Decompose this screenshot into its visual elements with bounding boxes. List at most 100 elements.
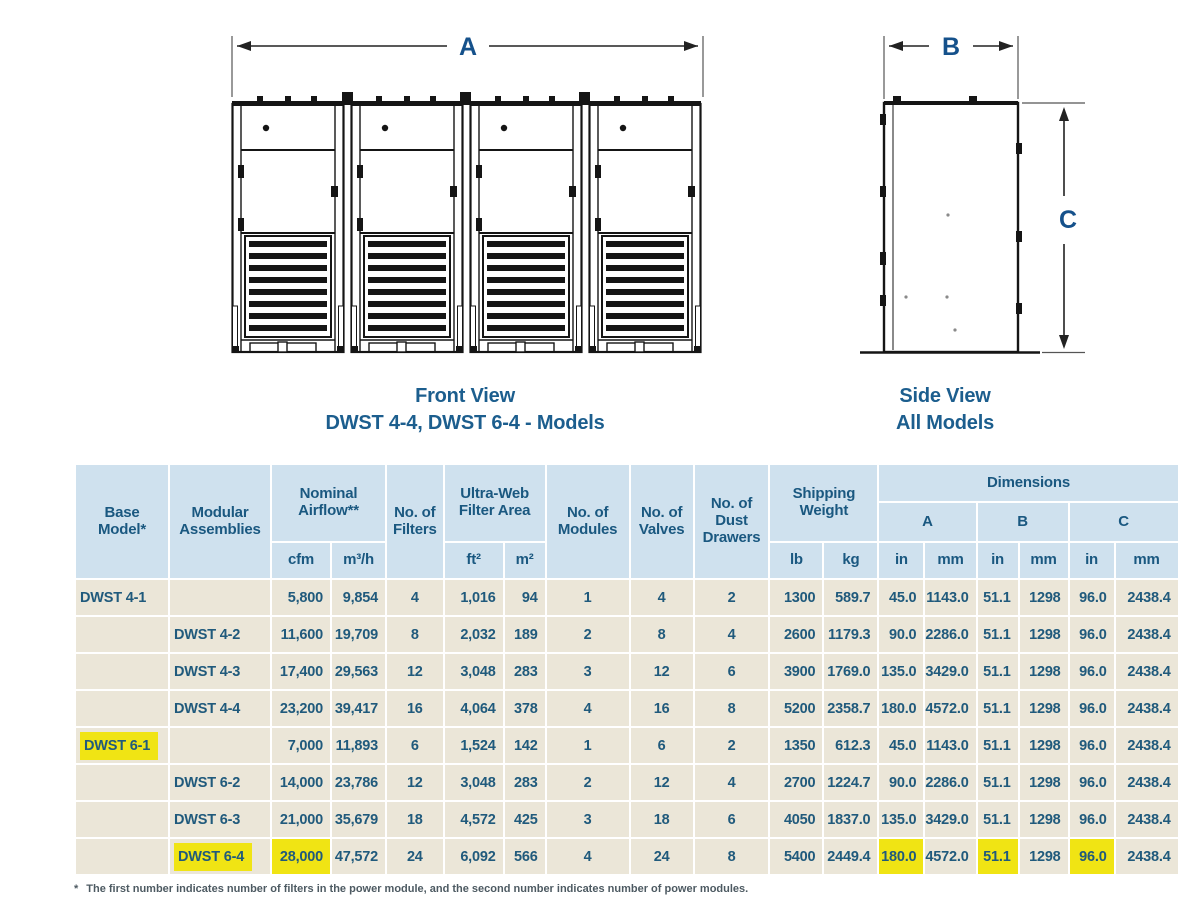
cell-modular_assembly: DWST 6-2 (170, 765, 270, 800)
cell-modules: 1 (546, 580, 629, 615)
cell-modular_assembly (170, 580, 270, 615)
cell-valves: 12 (630, 765, 693, 800)
unit-m2: m² (504, 543, 545, 578)
table-header: Base Model* Modular Assemblies Nominal A… (76, 465, 1178, 578)
header-modular-assemblies: Modular Assemblies (170, 465, 270, 578)
cell-modules: 3 (546, 802, 629, 837)
side-view-caption-line1: Side View (899, 385, 991, 407)
unit-b-in: in (977, 543, 1018, 578)
cell-modules: 1 (546, 728, 629, 763)
cell-weight_kg: 1224.7 (824, 765, 878, 800)
footnote: * The first number indicates number of fi… (74, 883, 748, 895)
cell-dust_drawers: 8 (694, 691, 769, 726)
cell-airflow_cfm: 17,400 (272, 654, 330, 689)
cell-valves: 4 (630, 580, 693, 615)
cell-base_model (76, 802, 168, 837)
cell-a_in: 90.0 (879, 617, 924, 652)
table-body: DWST 4-1 5,800 9,854 4 1,016 94 1 4 2 1300 589.7 45… (76, 580, 1178, 874)
cell-a_mm: 1143.0 (925, 580, 976, 615)
cell-b_mm: 1298 (1019, 839, 1068, 874)
cell-c_mm: 2438.4 (1115, 839, 1178, 874)
cell-valves: 12 (630, 654, 693, 689)
cell-c_in: 96.0 (1069, 617, 1114, 652)
front-view-drawing (230, 92, 703, 354)
cell-base_model (76, 617, 168, 652)
cell-area_ft2: 3,048 (444, 765, 503, 800)
cell-area_m2: 378 (504, 691, 545, 726)
cell-airflow_m3h: 19,709 (332, 617, 385, 652)
cell-weight_lb: 4050 (770, 802, 823, 837)
cell-b_mm: 1298 (1019, 765, 1068, 800)
unit-m3h: m³/h (332, 543, 385, 578)
cell-base_model: DWST 4-1 (76, 580, 168, 615)
cell-area_ft2: 1,524 (444, 728, 503, 763)
cell-weight_kg: 2449.4 (824, 839, 878, 874)
footnote-marker: * (74, 883, 79, 895)
cell-weight_kg: 1179.3 (824, 617, 878, 652)
cell-modules: 2 (546, 765, 629, 800)
unit-kg: kg (824, 543, 878, 578)
cell-filters: 12 (387, 765, 443, 800)
dimension-label-c: C (1059, 206, 1077, 234)
cell-filters: 18 (387, 802, 443, 837)
cell-a_in: 135.0 (879, 802, 924, 837)
cell-dust_drawers: 6 (694, 802, 769, 837)
unit-b-mm: mm (1019, 543, 1068, 578)
cell-area_ft2: 3,048 (444, 654, 503, 689)
cell-c_mm: 2438.4 (1115, 580, 1178, 615)
dim-arrow-left-icon (237, 41, 251, 51)
cell-modules: 4 (546, 839, 629, 874)
cell-dust_drawers: 2 (694, 728, 769, 763)
cell-modular_assembly (170, 728, 270, 763)
cell-airflow_cfm: 21,000 (272, 802, 330, 837)
cell-area_m2: 94 (504, 580, 545, 615)
front-view-caption-line1: Front View (415, 385, 515, 407)
header-dim-b: B (977, 503, 1068, 541)
unit-lb: lb (770, 543, 823, 578)
cell-modules: 3 (546, 654, 629, 689)
cell-c_mm: 2438.4 (1115, 617, 1178, 652)
cell-a_mm: 4572.0 (925, 691, 976, 726)
front-view-caption: Front View DWST 4-4, DWST 6-4 - Models (225, 383, 705, 437)
cell-b_mm: 1298 (1019, 802, 1068, 837)
cell-area_m2: 189 (504, 617, 545, 652)
cell-dust_drawers: 4 (694, 765, 769, 800)
cell-area_m2: 425 (504, 802, 545, 837)
cell-airflow_cfm: 23,200 (272, 691, 330, 726)
cell-dust_drawers: 4 (694, 617, 769, 652)
cell-a_mm: 1143.0 (925, 728, 976, 763)
cell-b_in: 51.1 (977, 654, 1018, 689)
cell-weight_kg: 589.7 (824, 580, 878, 615)
cell-weight_kg: 1837.0 (824, 802, 878, 837)
cell-airflow_m3h: 9,854 (332, 580, 385, 615)
cell-modular_assembly: DWST 4-3 (170, 654, 270, 689)
cell-a_mm: 3429.0 (925, 654, 976, 689)
cell-filters: 16 (387, 691, 443, 726)
cell-filters: 8 (387, 617, 443, 652)
cell-modules: 4 (546, 691, 629, 726)
cell-dust_drawers: 2 (694, 580, 769, 615)
cell-b_in: 51.1 (977, 691, 1018, 726)
header-no-of-filters: No. of Filters (387, 465, 443, 578)
cell-b_mm: 1298 (1019, 691, 1068, 726)
cell-weight_lb: 1350 (770, 728, 823, 763)
cell-b_in: 51.1 (977, 728, 1018, 763)
cell-weight_lb: 5400 (770, 839, 823, 874)
cell-weight_lb: 3900 (770, 654, 823, 689)
cell-airflow_cfm: 11,600 (272, 617, 330, 652)
cell-airflow_m3h: 35,679 (332, 802, 385, 837)
cell-dust_drawers: 8 (694, 839, 769, 874)
module-junction-bracket (342, 92, 353, 105)
table-row: DWST 6-4 28,000 47,572 24 6,092 566 4 24 8 5400 24… (76, 839, 1178, 874)
header-dim-a: A (879, 503, 976, 541)
highlight: DWST 6-4 (174, 842, 253, 871)
table-row: DWST 4-4 23,200 39,417 16 4,064 378 4 16 8 5200 23… (76, 691, 1178, 726)
cell-airflow_m3h: 23,786 (332, 765, 385, 800)
table-row: DWST 4-2 11,600 19,709 8 2,032 189 2 8 4 2600 1179… (76, 617, 1178, 652)
cell-weight_lb: 5200 (770, 691, 823, 726)
cell-b_mm: 1298 (1019, 580, 1068, 615)
cell-b_mm: 1298 (1019, 654, 1068, 689)
cell-airflow_cfm: 28,000 (272, 839, 330, 874)
cell-dust_drawers: 6 (694, 654, 769, 689)
